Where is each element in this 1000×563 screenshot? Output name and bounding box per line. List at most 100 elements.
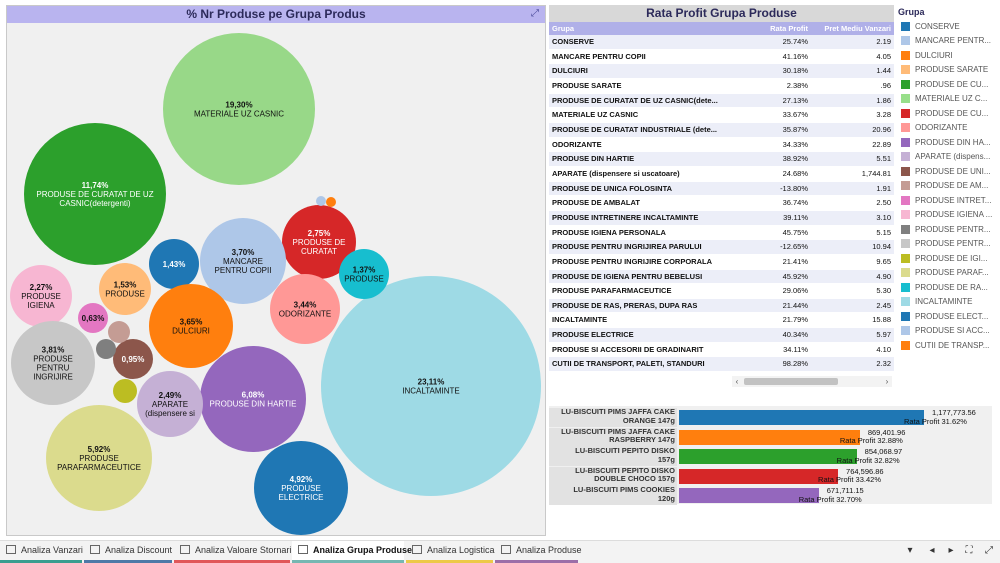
table-row[interactable]: DULCIURI 30.18% 1.44	[549, 64, 894, 79]
fit-screen-icon[interactable]: ⛶	[965, 545, 973, 556]
column-header-grupa[interactable]: Grupa	[552, 24, 575, 33]
table-row[interactable]: PRODUSE DE AMBALAT 36.74% 2.50	[549, 196, 894, 211]
sheet-list-icon[interactable]: ▾	[907, 545, 913, 556]
bubble[interactable]: 23,11%INCALTAMINTE	[321, 276, 541, 496]
table-row[interactable]: PRODUSE DIN HARTIE 38.92% 5.51	[549, 152, 894, 167]
tab-sheet[interactable]: Analiza Discount	[84, 541, 172, 563]
bubble[interactable]: 3,44%ODORIZANTE	[270, 274, 340, 344]
bubble-circle[interactable]	[149, 239, 199, 289]
legend-item[interactable]: PRODUSE DIN HA...	[898, 135, 998, 150]
legend-item[interactable]: PRODUSE IGIENA ...	[898, 208, 998, 223]
bubble[interactable]	[113, 379, 137, 403]
bar[interactable]	[679, 488, 819, 503]
bubble-circle[interactable]	[10, 265, 72, 327]
bubble-circle[interactable]	[78, 303, 108, 333]
bar[interactable]	[679, 410, 924, 425]
table-row[interactable]: PRODUSE DE IGIENA PENTRU BEBELUSI 45.92% 4…	[549, 269, 894, 285]
legend-item[interactable]: PRODUSE PARAF...	[898, 266, 998, 281]
tab-sheet[interactable]: Analiza Logistica	[406, 541, 495, 563]
bubble-circle[interactable]	[339, 249, 389, 299]
scroll-left-arrow[interactable]: ‹	[735, 377, 739, 386]
legend-item[interactable]: PRODUSE SI ACC...	[898, 324, 998, 339]
expand-icon[interactable]: ⤢	[531, 8, 539, 19]
horizontal-scrollbar[interactable]: ‹ ›	[732, 376, 892, 387]
legend-item[interactable]: PRODUSE DE UNI...	[898, 164, 998, 179]
bubble-circle[interactable]	[282, 205, 356, 279]
fullscreen-icon[interactable]: ⤢	[985, 545, 993, 556]
table-row[interactable]: PRODUSE PENTRU INGRIJIREA PARULUI -12.65%…	[549, 240, 894, 255]
legend-item[interactable]: PRODUSE PENTR...	[898, 237, 998, 252]
table-row[interactable]: PRODUSE DE CURATAT DE UZ CASNIC(dete... 2…	[549, 93, 894, 109]
table-row[interactable]: PRODUSE IGIENA PERSONALA 45.75% 5.15	[549, 225, 894, 241]
column-header-rata-profit[interactable]: Rata Profit	[770, 24, 808, 33]
tab-sheet[interactable]: Analiza Produse	[495, 541, 582, 563]
scroll-right-arrow[interactable]: ›	[885, 377, 889, 386]
bubble[interactable]	[96, 339, 116, 359]
legend-item[interactable]: CUTII DE TRANSP...	[898, 338, 998, 353]
column-header-pret-mediu[interactable]: Pret Mediu Vanzari	[824, 24, 891, 33]
bar[interactable]	[679, 449, 857, 464]
bubble-circle[interactable]	[24, 123, 166, 265]
bar-row[interactable]: LU-BISCUITI PIMS COOKIES 120g 671,711.15 Ra…	[549, 485, 992, 505]
table-row[interactable]: PRODUSE DE RAS, PRERAS, DUPA RAS 21.44% 2.…	[549, 298, 894, 314]
bubble-circle[interactable]	[99, 263, 151, 315]
legend-item[interactable]: PRODUSE DE CU...	[898, 77, 998, 92]
bubble-circle[interactable]	[113, 339, 153, 379]
table-row[interactable]: PRODUSE DE CURATAT INDUSTRIALE (dete... 3…	[549, 122, 894, 138]
bar[interactable]	[679, 429, 860, 445]
bubble-circle[interactable]	[108, 321, 130, 343]
legend-item[interactable]: MANCARE PENTR...	[898, 34, 998, 49]
legend-item[interactable]: CONSERVE	[898, 19, 998, 34]
bubble[interactable]: 3,65%DULCIURI	[149, 284, 233, 368]
legend-item[interactable]: PRODUSE DE AM...	[898, 179, 998, 194]
bubble-circle[interactable]	[11, 321, 95, 405]
bubble[interactable]: 1,37%PRODUSE	[339, 249, 389, 299]
table-row[interactable]: MANCARE PENTRU COPII 41.16% 4.05	[549, 49, 894, 65]
bubble-circle[interactable]	[137, 371, 203, 437]
legend-item[interactable]: PRODUSE DE IGI...	[898, 251, 998, 266]
previous-sheet-icon[interactable]: ◂	[929, 545, 935, 556]
bubble-circle[interactable]	[254, 441, 348, 535]
legend-item[interactable]: APARATE (dispens...	[898, 150, 998, 165]
table-row[interactable]: ODORIZANTE 34.33% 22.89	[549, 137, 894, 153]
table-row[interactable]: PRODUSE SARATE 2.38% .96	[549, 78, 894, 94]
bar-row[interactable]: LU-BISCUITI PIMS JAFFA CAKE RASPBERRY 147…	[549, 427, 992, 447]
legend-item[interactable]: INCALTAMINTE	[898, 295, 998, 310]
bubble[interactable]: 1,53%PRODUSE	[99, 263, 151, 315]
legend-item[interactable]: PRODUSE ELECT...	[898, 309, 998, 324]
bubble[interactable]: 0,63%	[78, 303, 108, 333]
table-row[interactable]: PRODUSE DE UNICA FOLOSINTA -13.80% 1.91	[549, 181, 894, 197]
bubble-circle[interactable]	[316, 196, 326, 206]
bubble-circle[interactable]	[326, 197, 336, 207]
bubble[interactable]	[316, 196, 326, 206]
bubble[interactable]: 0,95%	[113, 339, 153, 379]
tab-sheet[interactable]: Analiza Grupa Produse	[292, 541, 412, 563]
bar-row[interactable]: LU-BISCUITI PIMS JAFFA CAKE ORANGE 147g 1,…	[549, 407, 992, 427]
legend-item[interactable]: PRODUSE SARATE	[898, 63, 998, 78]
legend-item[interactable]: PRODUSE INTRET...	[898, 193, 998, 208]
bubble-circle[interactable]	[163, 33, 315, 185]
legend-item[interactable]: MATERIALE UZ C...	[898, 92, 998, 107]
bubble[interactable]: 1,43%	[149, 239, 199, 289]
table-row[interactable]: PRODUSE SI ACCESORII DE GRADINARIT 34.11%…	[549, 342, 894, 358]
table-row[interactable]: PRODUSE PARAFARMACEUTICE 29.06% 5.30	[549, 284, 894, 299]
table-row[interactable]: MATERIALE UZ CASNIC 33.67% 3.28	[549, 108, 894, 123]
bar[interactable]	[679, 468, 839, 484]
table-row[interactable]: PRODUSE INTRETINERE INCALTAMINTE 39.11% 3.…	[549, 210, 894, 226]
tab-sheet[interactable]: Analiza Valoare Stornari	[174, 541, 291, 563]
bubble[interactable]	[326, 197, 336, 207]
bubble-circle[interactable]	[321, 276, 541, 496]
legend-item[interactable]: ODORIZANTE	[898, 121, 998, 136]
table-row[interactable]: PRODUSE PENTRU INGRIJIRE CORPORALA 21.41%…	[549, 254, 894, 270]
bubble[interactable]: 11,74%PRODUSE DE CURATAT DE UZCASNIC(det…	[24, 123, 166, 265]
bubble-circle[interactable]	[96, 339, 116, 359]
bubble-circle[interactable]	[113, 379, 137, 403]
bubble[interactable]: 19,30%MATERIALE UZ CASNIC	[163, 33, 315, 185]
table-row[interactable]: PRODUSE ELECTRICE 40.34% 5.97	[549, 328, 894, 343]
bar-row[interactable]: LU-BISCUITI PEPITO DISKO 157g 854,068.97 Ra…	[549, 446, 992, 466]
